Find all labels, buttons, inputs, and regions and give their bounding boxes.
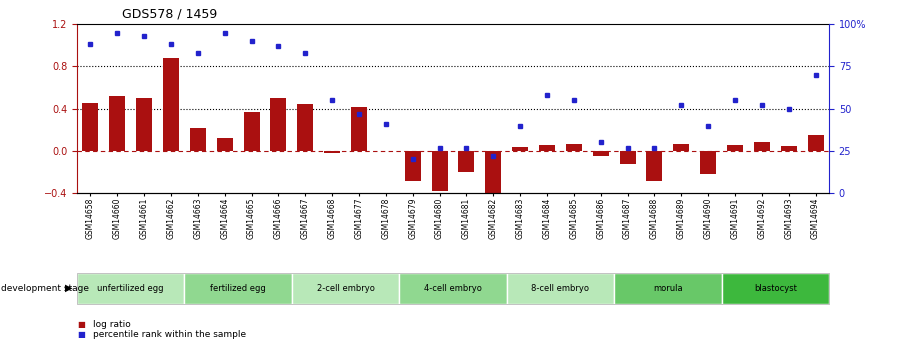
Bar xyxy=(217,138,233,151)
Bar xyxy=(754,142,770,151)
Bar xyxy=(646,151,662,180)
Text: 8-cell embryo: 8-cell embryo xyxy=(532,284,590,293)
Bar xyxy=(405,151,420,180)
Text: blastocyst: blastocyst xyxy=(754,284,796,293)
Bar xyxy=(431,151,448,191)
Bar xyxy=(807,135,824,151)
Bar xyxy=(190,128,206,151)
Bar xyxy=(351,107,367,151)
Bar xyxy=(297,105,313,151)
Bar xyxy=(110,96,125,151)
Text: ■: ■ xyxy=(77,330,85,339)
Bar xyxy=(270,98,286,151)
Bar xyxy=(136,98,152,151)
Text: morula: morula xyxy=(653,284,682,293)
Text: percentile rank within the sample: percentile rank within the sample xyxy=(93,330,246,339)
Bar xyxy=(593,151,609,156)
Bar xyxy=(512,147,528,151)
Bar xyxy=(458,151,475,172)
Text: ■: ■ xyxy=(77,320,85,329)
Bar xyxy=(324,151,340,153)
Bar xyxy=(539,145,555,151)
Text: GDS578 / 1459: GDS578 / 1459 xyxy=(122,8,217,21)
Text: fertilized egg: fertilized egg xyxy=(210,284,266,293)
Bar xyxy=(244,112,260,151)
Text: development stage: development stage xyxy=(1,284,89,293)
Bar xyxy=(727,145,743,151)
Bar xyxy=(781,146,796,151)
Bar xyxy=(82,104,99,151)
Bar xyxy=(673,144,689,151)
Bar xyxy=(565,144,582,151)
Text: 2-cell embryo: 2-cell embryo xyxy=(316,284,374,293)
Text: ▶: ▶ xyxy=(65,283,72,293)
Bar xyxy=(620,151,636,164)
Bar xyxy=(163,58,179,151)
Text: 4-cell embryo: 4-cell embryo xyxy=(424,284,482,293)
Text: log ratio: log ratio xyxy=(93,320,131,329)
Bar xyxy=(700,151,716,174)
Text: unfertilized egg: unfertilized egg xyxy=(98,284,164,293)
Bar xyxy=(486,151,501,201)
